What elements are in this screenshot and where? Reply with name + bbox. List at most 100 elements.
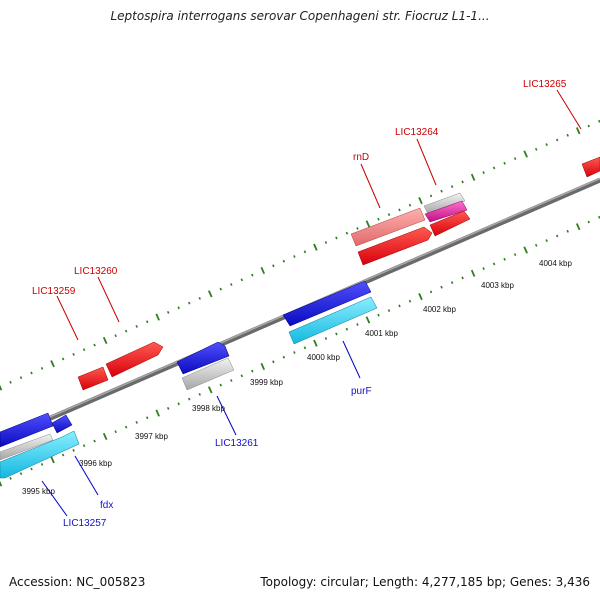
forward-strand-major-tick [418,197,423,205]
forward-strand-major-tick [102,336,108,344]
reverse-strand-ticks [0,215,600,487]
reverse-strand-minor-tick [251,369,254,373]
gene-label-fdx[interactable]: fdx [100,500,113,511]
reverse-strand-major-tick [523,246,528,254]
gene-LIC13265-arrow[interactable] [581,156,600,178]
leader-rnD [360,163,381,209]
reverse-strand-major-tick [575,223,581,231]
reverse-strand-major-tick [207,386,213,394]
scale-label: 3998 kbp [192,404,225,413]
reverse-strand-major-tick [102,432,108,440]
leader-LIC13261 [216,395,237,436]
gene-label-rnD[interactable]: rnD [353,152,369,163]
reverse-strand-minor-tick [177,402,180,406]
scale-label: 4003 kbp [481,281,514,290]
reverse-strand-minor-tick [124,425,128,429]
forward-strand-minor-tick [124,329,128,333]
gene-left-grey-arrow[interactable] [0,433,54,461]
forward-strand-minor-tick [303,250,307,254]
forward-strand-minor-tick [145,320,149,324]
leader-LIC13257 [41,480,68,517]
reverse-strand-minor-tick [555,234,559,238]
reverse-strand-major-tick [313,339,318,347]
gene-LIC13261-arrow[interactable] [181,357,235,391]
reverse-strand-major-tick [418,293,423,301]
forward-strand-minor-tick [240,278,244,282]
scale-label: 4000 kbp [307,353,340,362]
forward-strand-minor-tick [387,213,391,216]
forward-strand-minor-tick [492,166,496,170]
gene-purF-blue-arrow[interactable] [282,280,372,327]
forward-strand-minor-tick [40,366,44,370]
reverse-strand-minor-tick [40,462,44,466]
forward-strand-minor-tick [72,352,75,356]
gene-label-LIC13264[interactable]: LIC13264 [395,127,439,138]
forward-strand-minor-tick [450,185,454,189]
gene-left-blue-arrow[interactable] [0,412,54,448]
reverse-strand-minor-tick [72,448,75,452]
gene-LIC13261-blue-arrow[interactable] [176,341,230,375]
reverse-strand-minor-tick [188,397,191,401]
forward-strand-minor-tick [534,147,538,151]
forward-strand-minor-tick [93,343,96,347]
gene-rnD-top-arrow[interactable] [350,207,426,247]
forward-strand-major-tick [155,313,160,321]
reverse-strand-minor-tick [587,220,590,224]
reverse-strand-minor-tick [440,285,443,289]
forward-strand-minor-tick [345,231,349,235]
scale-label: 4001 kbp [365,329,398,338]
reverse-strand-minor-tick [82,444,86,448]
reverse-strand-minor-tick [398,304,401,308]
gene-LIC13264-arrow[interactable] [429,210,471,237]
forward-strand-minor-tick [356,227,359,230]
gene-rnD-arrow[interactable] [357,226,433,266]
forward-strand-minor-tick [555,138,559,142]
reverse-strand-minor-tick [282,355,286,359]
reverse-strand-minor-tick [335,332,338,336]
gene-label-LIC13261[interactable]: LIC13261 [215,438,259,449]
forward-strand-minor-tick [429,194,433,198]
reverse-strand-minor-tick [19,472,23,476]
reverse-strand-minor-tick [356,323,359,326]
leader-fdx [74,455,99,496]
forward-strand-minor-tick [198,296,201,300]
forward-strand-minor-tick [408,203,412,207]
reverse-strand-minor-tick [293,351,296,354]
forward-strand-minor-tick [398,208,401,212]
forward-strand-major-tick [523,150,528,158]
forward-strand-minor-tick [230,283,233,286]
topology-text: Topology: circular; Length: 4,277,185 bp… [260,575,590,589]
gene-LIC13264-magenta-arrow[interactable] [424,200,468,223]
gene-label-LIC13259[interactable]: LIC13259 [32,286,76,297]
gene-label-LIC13257[interactable]: LIC13257 [63,518,107,529]
forward-strand-ticks [0,119,600,391]
gene-label-LIC13260[interactable]: LIC13260 [74,266,118,277]
forward-strand-minor-tick [61,357,65,361]
reverse-strand-minor-tick [272,360,275,364]
gene-purF-arrow[interactable] [288,296,378,345]
forward-strand-major-tick [207,290,213,298]
gene-LIC13259-arrow[interactable] [77,366,109,391]
gene-label-LIC13265[interactable]: LIC13265 [523,79,567,90]
reverse-strand-major-tick [260,362,266,371]
gene-label-purF[interactable]: purF [351,386,372,397]
gene-LIC13260-arrow[interactable] [105,341,164,378]
gene-LIC13264-top-grey-arrow[interactable] [423,192,466,215]
gene-fdx-arrow[interactable] [0,430,80,479]
forward-strand-minor-tick [545,143,548,147]
gene-left-blue-small-arrow[interactable] [51,414,73,434]
reverse-strand-major-tick [0,480,3,487]
forward-strand-minor-tick [82,348,86,352]
reverse-strand-minor-tick [114,430,117,434]
reverse-strand-minor-tick [513,253,517,257]
reverse-strand-minor-tick [345,327,349,331]
reverse-strand-minor-tick [450,281,454,285]
leader-LIC13265 [556,89,582,130]
reverse-strand-minor-tick [324,337,328,340]
map-title: Leptospira interrogans serovar Copenhage… [110,9,490,23]
reverse-strand-minor-tick [377,313,380,317]
reverse-strand-minor-tick [461,276,464,280]
scale-label: 3995 kbp [22,487,55,496]
reverse-strand-minor-tick [61,453,65,457]
